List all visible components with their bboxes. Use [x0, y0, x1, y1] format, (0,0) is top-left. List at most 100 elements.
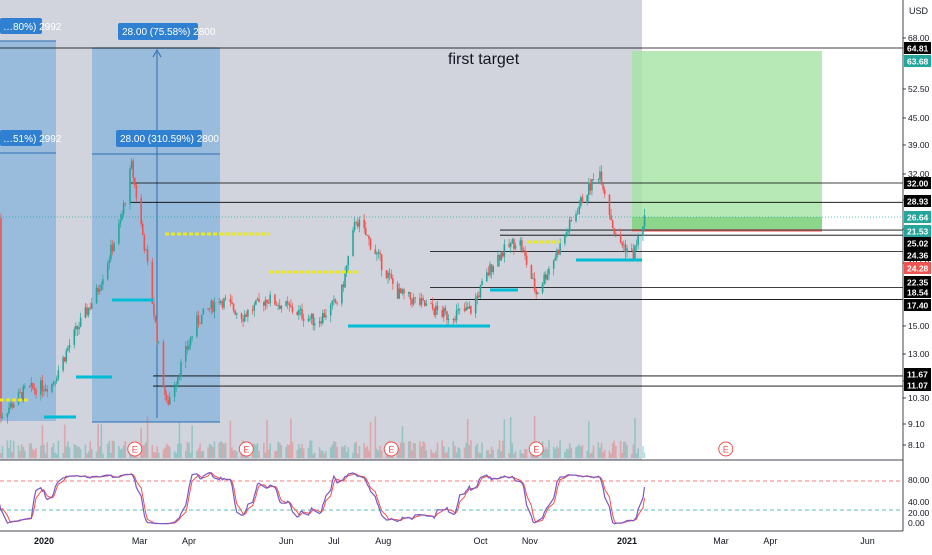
volume-bar — [223, 444, 225, 458]
volume-bar — [8, 448, 10, 458]
time-tick-label: Apr — [763, 536, 777, 546]
volume-bar — [590, 453, 592, 458]
candle-body — [188, 345, 190, 349]
volume-bar — [163, 449, 165, 458]
volume-bar — [324, 454, 326, 458]
volume-bar — [454, 446, 456, 458]
candle-body — [448, 319, 450, 320]
candle-body — [301, 309, 303, 319]
candle-body — [209, 308, 211, 309]
price-axis[interactable] — [903, 0, 932, 550]
volume-bar — [445, 453, 447, 458]
candle-body — [325, 315, 327, 317]
volume-bar — [222, 442, 224, 458]
candle-body — [85, 307, 87, 317]
candle-body — [97, 288, 99, 292]
candle-body — [88, 308, 90, 315]
candle-body — [430, 303, 432, 304]
volume-bar — [555, 449, 557, 458]
candle-body — [359, 220, 361, 227]
candle-body — [531, 265, 533, 279]
volume-bar — [158, 453, 160, 458]
volume-bar — [54, 453, 56, 458]
volume-bar — [198, 448, 200, 458]
candle-body — [512, 239, 514, 243]
candle-body — [363, 220, 365, 228]
candle-body — [425, 303, 427, 305]
candle-body — [308, 319, 310, 321]
candle-body — [535, 290, 537, 294]
candle-body — [341, 284, 343, 303]
candle-body — [604, 190, 606, 195]
candle-body — [86, 307, 88, 315]
volume-bar — [480, 453, 482, 458]
candle-body — [2, 417, 4, 418]
volume-bar — [109, 441, 111, 458]
target-zone[interactable] — [632, 51, 822, 231]
price-tag-label: 21.53 — [907, 227, 929, 237]
volume-bar — [187, 442, 189, 458]
time-tick-label: Mar — [713, 536, 729, 546]
candle-body — [467, 307, 469, 308]
volume-bar — [433, 453, 435, 458]
candle-body — [257, 299, 259, 300]
volume-bar — [19, 451, 21, 458]
candle-body — [354, 222, 356, 230]
candle-body — [621, 242, 623, 245]
volume-bar — [333, 441, 335, 458]
volume-bar — [290, 418, 292, 458]
candle-body — [258, 299, 260, 302]
candle-body — [268, 303, 270, 304]
candle-body — [51, 384, 53, 392]
volume-bar — [575, 447, 577, 458]
stop-zone[interactable] — [632, 229, 822, 232]
candle-body — [78, 327, 80, 329]
candle-body — [367, 235, 369, 236]
volume-bar — [296, 450, 298, 458]
volume-bar — [167, 445, 169, 458]
volume-bar — [123, 445, 125, 458]
volume-bar — [56, 454, 58, 458]
candle-body — [155, 315, 157, 321]
candle-body — [644, 215, 646, 227]
candle-body — [156, 322, 158, 342]
volume-bar — [236, 452, 238, 458]
volume-bar — [346, 452, 348, 458]
candle-body — [274, 295, 276, 305]
volume-bar — [85, 445, 87, 458]
range-box-1[interactable] — [0, 41, 56, 421]
candle-body — [73, 329, 75, 345]
volume-bar — [46, 442, 48, 458]
volume-bar — [281, 445, 283, 458]
candle-body — [623, 245, 625, 246]
candle-body — [489, 264, 491, 275]
volume-bar — [419, 441, 421, 458]
candle-body — [89, 308, 91, 309]
candle-body — [459, 309, 461, 310]
candle-body — [179, 376, 181, 377]
volume-bar — [566, 449, 568, 458]
candle-body — [233, 304, 235, 311]
volume-bar — [214, 441, 216, 458]
range-box-2[interactable] — [92, 48, 220, 422]
volume-bar — [441, 440, 443, 458]
volume-bar — [435, 451, 437, 458]
candle-body — [601, 172, 603, 185]
volume-bar — [492, 450, 494, 458]
candle-body — [476, 296, 478, 298]
volume-bar — [265, 453, 267, 458]
candle-body — [414, 298, 416, 299]
candle-body — [365, 228, 367, 235]
volume-bar — [279, 442, 281, 458]
svg-text:…51%) 2992: …51%) 2992 — [3, 134, 62, 145]
volume-bar — [502, 441, 504, 458]
volume-bar — [341, 446, 343, 458]
volume-bar — [519, 450, 521, 458]
volume-bar — [642, 446, 644, 458]
volume-bar — [190, 453, 192, 458]
first-target-annotation[interactable]: first target — [448, 51, 520, 68]
candle-body — [120, 220, 122, 224]
